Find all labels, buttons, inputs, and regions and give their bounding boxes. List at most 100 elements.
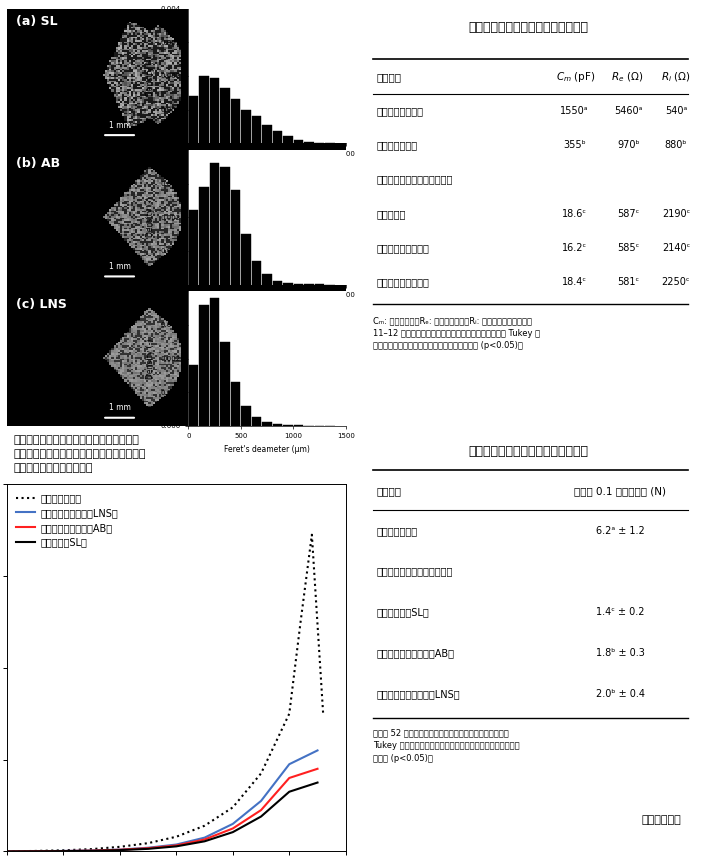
Text: 2250ᶜ: 2250ᶜ [662,277,690,287]
液体窒素噴霧凍結（LNS） [313,746,321,756]
ブランチング後 [87,844,96,854]
Text: (c) LNS: (c) LNS [16,298,66,311]
Bar [252,417,262,426]
エアブラスト凍結（AB） [3,846,11,857]
液体窒素噴霧凍結（LNS） [116,845,124,855]
Bar [283,283,293,285]
Text: ブランチング後: ブランチング後 [376,140,417,150]
Text: 各値は 52 回の反復における平均値を示す。異なる添字は
Tukey の多重範囲検定において試験区間に有意差があること
を示す (p<0.05)。: 各値は 52 回の反復における平均値を示す。異なる添字は Tukey の多重範囲… [373,728,520,763]
Bar [189,96,198,143]
Bar [262,125,272,143]
ブランチング後 [116,842,124,852]
Y-axis label: Density (-): Density (-) [146,197,155,237]
Y-axis label: Density (-): Density (-) [146,338,155,378]
Text: 2.0ᵇ ± 0.4: 2.0ᵇ ± 0.4 [596,689,644,699]
Text: ブランチング後: ブランチング後 [376,525,417,536]
エアブラスト凍結（AB） [59,846,68,857]
Text: 1 mm: 1 mm [109,403,130,412]
Text: 6.2ᵃ ± 1.2: 6.2ᵃ ± 1.2 [596,525,644,536]
ブランチング後 [319,709,327,719]
液体窒素噴霧凍結（LNS） [59,845,68,856]
Bar [200,187,209,285]
Text: 5460ᵃ: 5460ᵃ [614,107,643,116]
Text: 表１　各試料の電気特性パラメータ: 表１ 各試料の電気特性パラメータ [469,22,589,34]
Bar [241,109,251,143]
Bar [231,382,240,426]
Text: 1 mm: 1 mm [109,262,130,271]
Bar [294,140,303,143]
Bar [252,261,262,285]
液体窒素噴霧凍結（LNS） [285,759,293,770]
液体窒素噴霧凍結（LNS） [200,832,209,843]
Text: Cₘ: 細胞膜容量、Rₑ: 細胞外液抵抗、Rᵢ: 細胞内液抵抗、各値は
11–12 回の反復における平均値を示す。異なる添字は Tukey の
多重範囲検定にお: Cₘ: 細胞膜容量、Rₑ: 細胞外液抵抗、Rᵢ: 細胞内液抵抗、各値は 11–1… [373,316,540,350]
Text: 355ᵇ: 355ᵇ [563,140,586,150]
Text: 18.6ᶜ: 18.6ᶜ [562,209,587,219]
エアブラスト凍結（AB） [200,834,209,845]
Bar [304,142,314,143]
Text: 581ᶜ: 581ᶜ [618,277,639,287]
Text: $R_e$ (Ω): $R_e$ (Ω) [611,71,643,84]
緩慢凍結（SL） [228,827,237,838]
Text: $R_i$ (Ω): $R_i$ (Ω) [661,71,691,84]
Text: 880ᵇ: 880ᵇ [665,140,687,150]
エアブラスト凍結（AB） [228,823,237,833]
ブランチング後 [3,846,11,857]
Text: 587ᶜ: 587ᶜ [618,209,639,219]
Text: 1.8ᵇ ± 0.3: 1.8ᵇ ± 0.3 [596,648,644,658]
緩慢凍結（SL） [31,846,39,857]
X-axis label: Feret's deameter (μm): Feret's deameter (μm) [224,304,310,313]
Text: 図１　凍結試料４分割断面のＸ線断層画像
ＳＬ：緩慢凍結、ＡＢ：エアブラスト凍結、
ＬＮＳ：液体窒素噴霧凍結: 図１ 凍結試料４分割断面のＸ線断層画像 ＳＬ：緩慢凍結、ＡＢ：エアブラスト凍結、… [14,435,147,473]
Bar [262,274,272,285]
Text: 18.4ᶜ: 18.4ᶜ [562,277,587,287]
エアブラスト凍結（AB） [116,845,124,855]
ブランチング後 [285,709,293,719]
Text: ブランチング＋凍結・解凍後: ブランチング＋凍結・解凍後 [376,175,453,185]
緩慢凍結（SL） [285,787,293,797]
Bar [210,163,219,285]
Line: エアブラスト凍結（AB）: エアブラスト凍結（AB） [7,769,317,851]
Text: 2140ᶜ: 2140ᶜ [662,243,690,253]
Bar [273,424,283,426]
Bar [273,281,283,285]
液体窒素噴霧凍結（LNS） [228,819,237,829]
X-axis label: Feret's deameter (μm): Feret's deameter (μm) [224,445,310,454]
エアブラスト凍結（AB） [313,764,321,774]
緩慢凍結（SL） [87,845,96,856]
Text: 処理条件: 処理条件 [376,486,401,496]
Line: 液体窒素噴霧凍結（LNS）: 液体窒素噴霧凍結（LNS） [7,751,317,851]
緩慢凍結（SL） [116,845,124,856]
緩慢凍結（SL） [3,846,11,857]
Text: ブランチング＋凍結・解凍後: ブランチング＋凍結・解凍後 [376,567,453,576]
Text: 1550ᵃ: 1550ᵃ [560,107,589,116]
Bar [220,341,230,426]
Text: 液体窒素噴霧凍結（LNS）: 液体窒素噴霧凍結（LNS） [376,689,460,699]
Bar [210,298,219,426]
Text: 未処理（生試料）: 未処理（生試料） [376,107,423,116]
エアブラスト凍結（AB） [172,840,180,851]
Text: $C_m$ (pF): $C_m$ (pF) [556,71,596,84]
緩慢凍結（SL） [313,777,321,788]
エアブラスト凍結（AB） [31,846,39,857]
Line: 緩慢凍結（SL）: 緩慢凍結（SL） [7,783,317,851]
FancyBboxPatch shape [7,9,345,426]
Bar [200,304,209,426]
液体窒素噴霧凍結（LNS） [3,846,11,857]
Bar [200,76,209,143]
ブランチング後 [31,845,39,856]
Text: 1.4ᶜ ± 0.2: 1.4ᶜ ± 0.2 [596,607,644,617]
Text: 緩慢凍結: 緩慢凍結 [376,209,405,219]
Text: 970ᵇ: 970ᵇ [617,140,640,150]
ブランチング後 [228,802,237,813]
Bar [273,132,283,143]
Bar [252,116,262,143]
Text: 2190ᶜ: 2190ᶜ [662,209,690,219]
Text: エアブラスト凍結（AB）: エアブラスト凍結（AB） [376,648,454,658]
Text: 16.2ᶜ: 16.2ᶜ [562,243,587,253]
緩慢凍結（SL） [257,811,265,821]
緩慢凍結（SL） [200,836,209,846]
液体窒素噴霧凍結（LNS） [257,796,265,806]
ブランチング後 [257,768,265,778]
Text: 処理条件: 処理条件 [376,72,401,83]
Text: 表２　各試料の力学物性パラメータ: 表２ 各試料の力学物性パラメータ [469,445,589,458]
エアブラスト凍結（AB） [257,805,265,815]
